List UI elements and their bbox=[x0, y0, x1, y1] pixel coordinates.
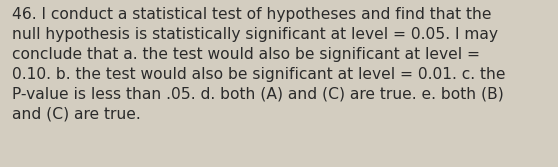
Text: 46. I conduct a statistical test of hypotheses and find that the
null hypothesis: 46. I conduct a statistical test of hypo… bbox=[12, 7, 506, 122]
